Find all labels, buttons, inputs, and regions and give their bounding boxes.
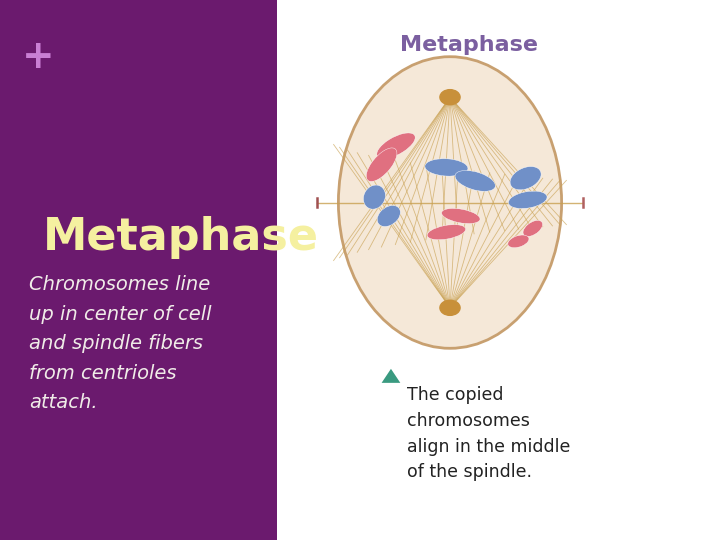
Circle shape <box>440 90 460 105</box>
Ellipse shape <box>338 57 562 348</box>
Text: The copied
chromosomes
align in the middle
of the spindle.: The copied chromosomes align in the midd… <box>407 386 570 481</box>
Text: Metaphase: Metaphase <box>43 216 319 259</box>
Polygon shape <box>382 369 400 383</box>
Ellipse shape <box>377 133 415 159</box>
Ellipse shape <box>425 159 468 176</box>
Ellipse shape <box>364 185 385 209</box>
Ellipse shape <box>455 171 495 191</box>
Ellipse shape <box>508 235 529 248</box>
Ellipse shape <box>377 206 400 226</box>
Bar <box>0 0 277 540</box>
Ellipse shape <box>510 166 541 190</box>
Text: Metaphase: Metaphase <box>400 35 538 55</box>
Ellipse shape <box>366 148 397 181</box>
Circle shape <box>440 300 460 315</box>
Ellipse shape <box>508 191 547 208</box>
Ellipse shape <box>441 208 480 224</box>
Text: +: + <box>22 38 54 76</box>
Text: Chromosomes line
up in center of cell
and spindle fibers
from centrioles
attach.: Chromosomes line up in center of cell an… <box>29 275 211 413</box>
Ellipse shape <box>427 225 466 240</box>
Ellipse shape <box>523 220 543 237</box>
